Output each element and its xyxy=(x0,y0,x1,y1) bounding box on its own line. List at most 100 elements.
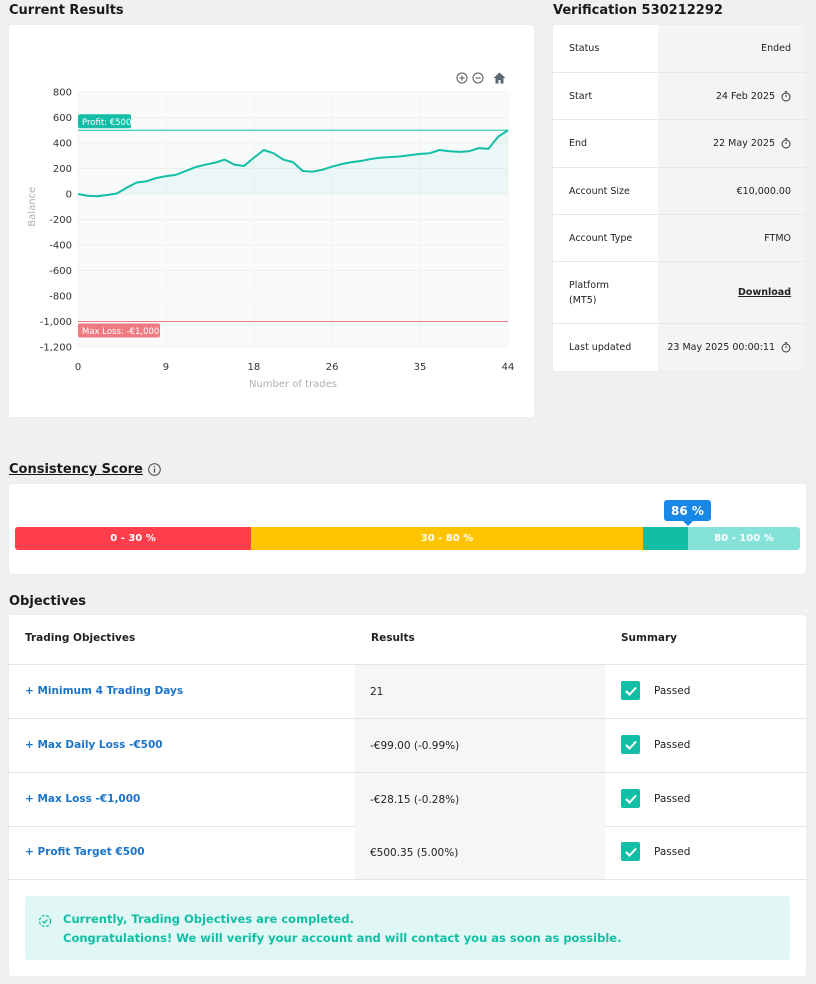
notice-line-1: Currently, Trading Objectives are comple… xyxy=(63,912,354,926)
objectives-table: Trading Objectives Results Summary + Min… xyxy=(9,615,806,976)
objective-summary: Passed xyxy=(621,842,690,861)
status-label: Status xyxy=(569,43,600,54)
consistency-segment-mid: 30 - 80 % xyxy=(251,527,643,550)
chart-toolbar xyxy=(455,71,506,84)
objective-result: -€99.00 (-0.99%) xyxy=(355,719,605,772)
objective-row: + Max Loss -€1,000 -€28.15 (-0.28%) Pass… xyxy=(9,773,806,827)
objective-row: + Profit Target €500 €500.35 (5.00%) Pas… xyxy=(9,826,806,880)
objectives-completed-notice: Currently, Trading Objectives are comple… xyxy=(25,896,790,960)
objective-summary: Passed xyxy=(621,681,690,700)
verification-row-start: Start 24 Feb 2025 xyxy=(553,73,805,120)
objective-status: Passed xyxy=(654,845,691,858)
objective-name-link[interactable]: + Profit Target €500 xyxy=(25,846,145,858)
y-tick-label: 400 xyxy=(53,139,72,150)
end-label: End xyxy=(569,138,588,149)
checkmark-icon xyxy=(621,789,640,808)
account-type-value: FTMO xyxy=(764,232,791,244)
loss-label: Max Loss: -€1,000 xyxy=(82,327,159,337)
platform-type-label: (MT5) xyxy=(569,294,597,306)
stopwatch-icon xyxy=(781,90,791,101)
profit-label: Profit: €500 xyxy=(82,118,131,128)
header-results: Results xyxy=(371,632,415,644)
header-trading-objectives: Trading Objectives xyxy=(25,632,136,644)
verification-row-last-updated: Last updated 23 May 2025 00:00:11 xyxy=(553,324,805,371)
stopwatch-icon xyxy=(781,138,791,149)
verification-title: Verification 530212292 xyxy=(553,3,723,18)
objective-summary: Passed xyxy=(621,789,690,808)
verification-row-end: End 22 May 2025 xyxy=(553,120,805,168)
y-tick-label: 600 xyxy=(53,113,72,124)
x-tick-label: 44 xyxy=(502,362,515,373)
header-summary: Summary xyxy=(621,632,678,644)
platform-download-link[interactable]: Download xyxy=(738,287,791,298)
objective-status: Passed xyxy=(654,738,691,751)
objectives-table-header: Trading Objectives Results Summary xyxy=(9,615,806,665)
status-value: Ended xyxy=(761,43,791,54)
x-tick-label: 9 xyxy=(163,362,169,373)
y-tick-label: -400 xyxy=(49,241,72,252)
checkmark-icon xyxy=(621,735,640,754)
profit-label-bg xyxy=(78,114,131,129)
verification-row-account-type: Account Type FTMO xyxy=(553,215,805,262)
balance-line-chart: 800 600 400 200 0 -200 -400 -600 -800 -1,000 -1,20… xyxy=(27,88,515,391)
verification-row-platform: Platform (MT5) Download xyxy=(553,262,805,324)
account-size-value: €10,000.00 xyxy=(736,185,791,197)
last-updated-label: Last updated xyxy=(569,342,632,353)
stopwatch-icon xyxy=(781,342,791,353)
reset-zoom-home-icon[interactable] xyxy=(493,71,506,84)
x-axis-title: Number of trades xyxy=(249,379,337,390)
x-tick-label: 26 xyxy=(326,362,339,373)
objective-result: -€28.15 (-0.28%) xyxy=(355,773,605,826)
verification-row-status: Status Ended xyxy=(553,25,805,73)
consistency-score-badge: 86 % xyxy=(664,500,711,526)
x-tick-label: 0 xyxy=(75,362,81,373)
y-tick-label: -1,200 xyxy=(40,343,72,354)
y-tick-label: -600 xyxy=(49,266,72,277)
info-icon[interactable] xyxy=(148,463,161,476)
y-tick-label: 0 xyxy=(66,190,72,201)
checkmark-icon xyxy=(621,681,640,700)
objective-status: Passed xyxy=(654,684,691,697)
objective-row: + Max Daily Loss -€500 -€99.00 (-0.99%) … xyxy=(9,719,806,773)
platform-label: Platform xyxy=(569,279,610,291)
objectives-title: Objectives xyxy=(9,594,87,609)
consistency-segment-high-filled xyxy=(643,527,688,550)
end-value: 22 May 2025 xyxy=(713,138,775,149)
objective-name-link[interactable]: + Max Loss -€1,000 xyxy=(25,793,141,805)
objective-name-link[interactable]: + Max Daily Loss -€500 xyxy=(25,739,163,751)
account-size-label: Account Size xyxy=(569,185,630,197)
y-tick-label: 800 xyxy=(53,88,72,99)
consistency-segment-high: 80 - 100 % xyxy=(688,527,800,550)
y-tick-label: -200 xyxy=(49,215,72,226)
last-updated-value: 23 May 2025 00:00:11 xyxy=(667,342,775,353)
zoom-out-icon[interactable] xyxy=(471,71,484,84)
current-results-title: Current Results xyxy=(9,3,124,18)
y-tick-label: -800 xyxy=(49,292,72,303)
objective-result: 21 xyxy=(355,665,605,718)
objective-name-link[interactable]: + Minimum 4 Trading Days xyxy=(25,685,184,697)
zoom-in-icon[interactable] xyxy=(455,71,468,84)
x-tick-label: 18 xyxy=(248,362,261,373)
balance-chart-card: 800 600 400 200 0 -200 -400 -600 -800 -1,000 -1,20… xyxy=(9,25,534,417)
y-tick-label: -1,000 xyxy=(40,317,72,328)
start-label: Start xyxy=(569,90,593,102)
checkmark-icon xyxy=(621,842,640,861)
objective-result: €500.35 (5.00%) xyxy=(355,826,605,879)
start-value: 24 Feb 2025 xyxy=(715,90,775,102)
verification-card: Status Ended Start 24 Feb 2025 End 22 Ma… xyxy=(553,25,805,371)
loss-label-bg xyxy=(78,323,160,338)
consistency-segment-low: 0 - 30 % xyxy=(15,527,251,550)
consistency-score-card: 86 % 0 - 30 % 30 - 80 % 80 - 100 % xyxy=(9,484,806,574)
balance-series-line xyxy=(77,129,509,198)
notice-line-2: Congratulations! We will verify your acc… xyxy=(63,931,622,945)
consistency-score-heading: Consistency Score xyxy=(9,462,161,477)
platform-label-group: Platform (MT5) xyxy=(553,262,658,323)
y-axis-title: Balance xyxy=(27,187,38,227)
check-circle-icon xyxy=(38,914,52,928)
consistency-score-title[interactable]: Consistency Score xyxy=(9,462,143,477)
account-type-label: Account Type xyxy=(569,232,633,244)
x-tick-label: 35 xyxy=(414,362,427,373)
objective-row: + Minimum 4 Trading Days 21 Passed xyxy=(9,665,806,719)
objective-status: Passed xyxy=(654,792,691,805)
y-tick-label: 200 xyxy=(53,164,72,175)
